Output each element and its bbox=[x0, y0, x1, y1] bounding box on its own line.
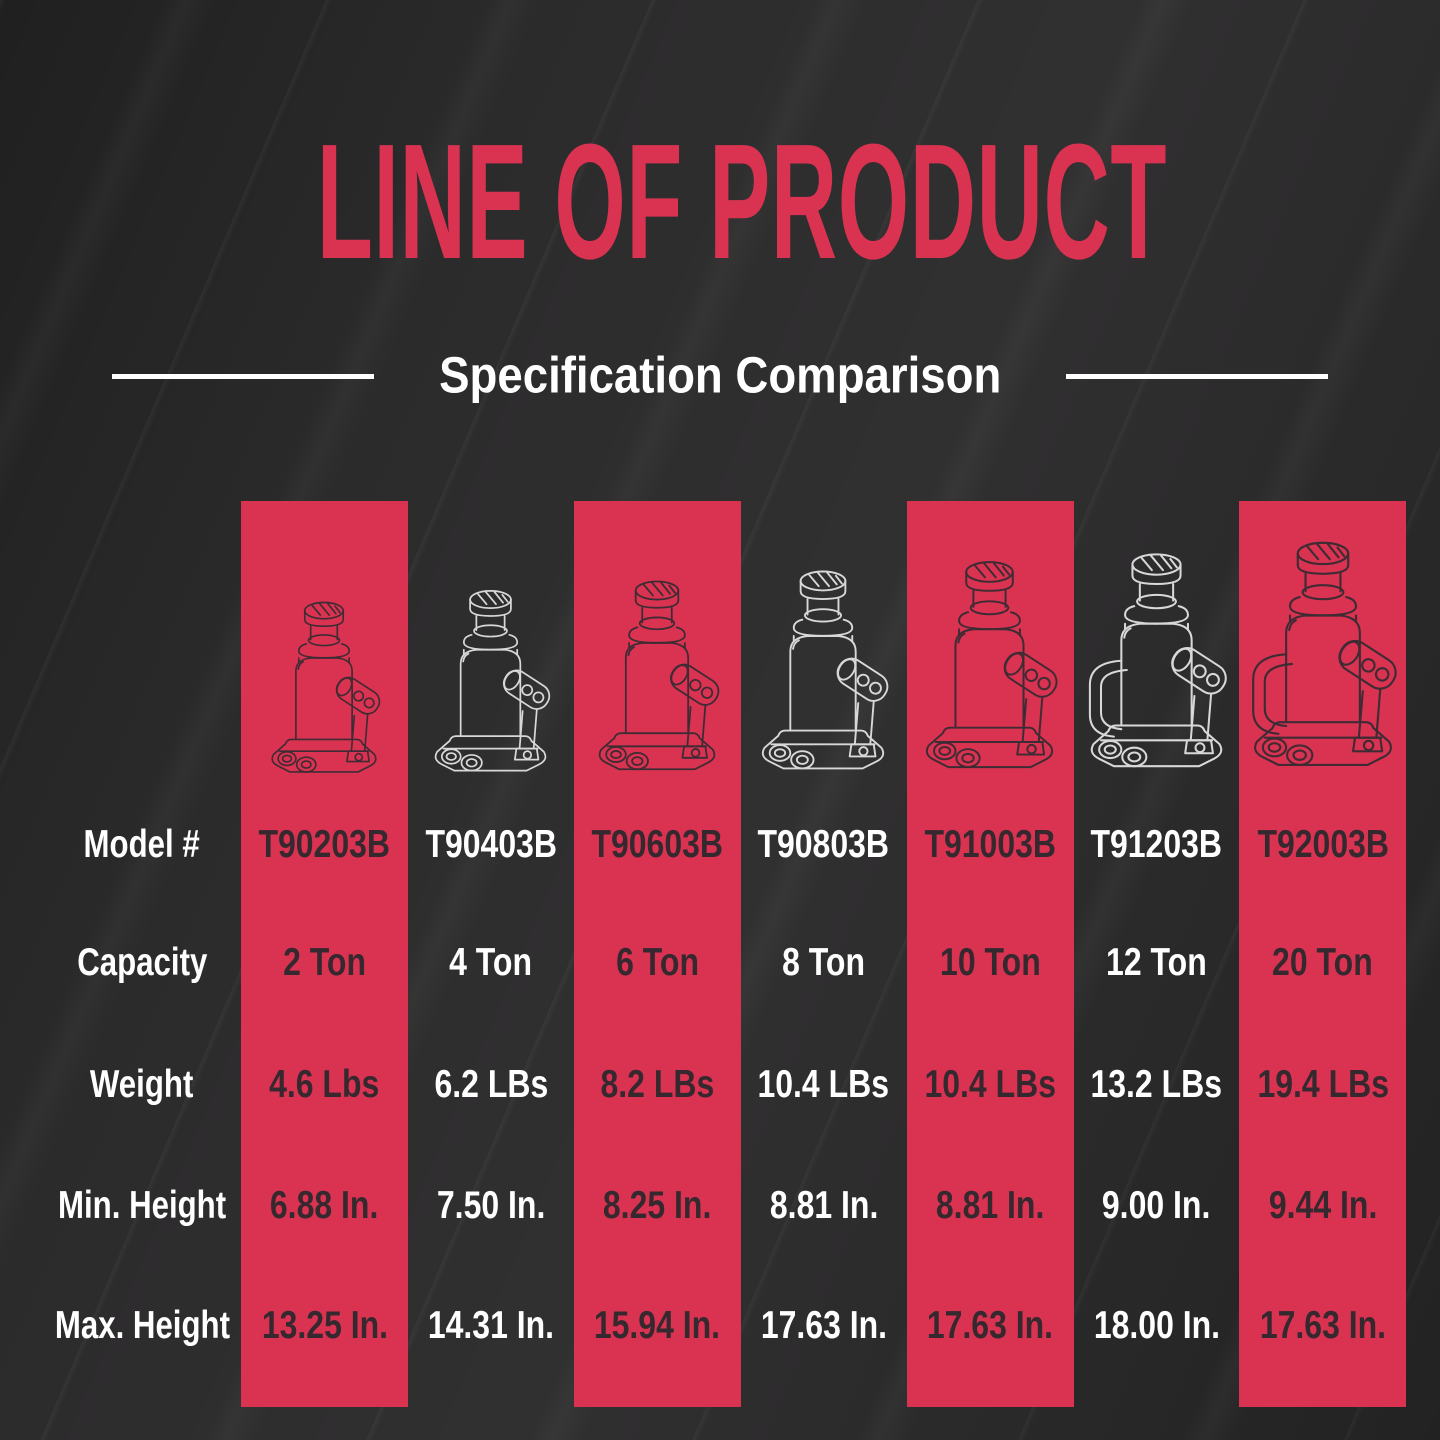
subtitle-divider-left bbox=[111, 373, 374, 379]
cell-value: 18.00 In. bbox=[1093, 1304, 1220, 1347]
bottle-jack-icon bbox=[737, 563, 909, 795]
cell-value: 4 Ton bbox=[449, 941, 533, 984]
subtitle-row: Specification Comparison bbox=[0, 344, 1440, 408]
row-label-text: Weight bbox=[90, 1063, 194, 1106]
cell-value: 7.50 In. bbox=[436, 1184, 546, 1227]
cell-min_height-col5: 8.81 In. bbox=[907, 1173, 1074, 1239]
row-label-weight: Weight bbox=[0, 1052, 284, 1118]
row-label-capacity: Capacity bbox=[0, 930, 284, 996]
cell-weight-col3: 8.2 LBs bbox=[574, 1052, 741, 1118]
cell-value: T92003B bbox=[1257, 823, 1389, 866]
cell-min_height-col4: 8.81 In. bbox=[740, 1173, 907, 1239]
cell-value: 17.63 In. bbox=[760, 1304, 887, 1347]
cell-value: T91003B bbox=[924, 823, 1056, 866]
cell-value: 12 Ton bbox=[1106, 941, 1207, 984]
cell-value: 13.2 LBs bbox=[1090, 1063, 1223, 1106]
cell-value: 6 Ton bbox=[615, 941, 699, 984]
cell-min_height-col7: 9.44 In. bbox=[1239, 1173, 1406, 1239]
cell-value: T90403B bbox=[425, 823, 557, 866]
cell-model-col3: T90603B bbox=[574, 812, 741, 878]
bottle-jack-icon bbox=[1064, 545, 1249, 795]
cell-capacity-col5: 10 Ton bbox=[907, 930, 1074, 996]
cell-max_height-col4: 17.63 In. bbox=[740, 1293, 907, 1359]
cell-min_height-col1: 6.88 In. bbox=[241, 1173, 408, 1239]
cell-weight-col6: 13.2 LBs bbox=[1073, 1052, 1240, 1118]
cell-weight-col2: 6.2 LBs bbox=[407, 1052, 574, 1118]
cell-capacity-col2: 4 Ton bbox=[407, 930, 574, 996]
cell-capacity-col7: 20 Ton bbox=[1239, 930, 1406, 996]
cell-weight-col4: 10.4 LBs bbox=[740, 1052, 907, 1118]
subtitle: Specification Comparison bbox=[438, 347, 1002, 405]
cell-model-col4: T90803B bbox=[740, 812, 907, 878]
cell-value: 19.4 LBs bbox=[1257, 1063, 1389, 1106]
cell-weight-col1: 4.6 Lbs bbox=[241, 1052, 408, 1118]
cell-weight-col5: 10.4 LBs bbox=[907, 1052, 1074, 1118]
bottle-jack-icon bbox=[412, 583, 569, 795]
cell-value: 10.4 LBs bbox=[924, 1063, 1056, 1106]
cell-value: 8.2 LBs bbox=[600, 1063, 715, 1106]
row-label-min_height: Min. Height bbox=[0, 1173, 284, 1239]
cell-value: 8.81 In. bbox=[769, 1184, 878, 1227]
cell-model-col7: T92003B bbox=[1239, 812, 1406, 878]
cell-max_height-col1: 13.25 In. bbox=[241, 1293, 408, 1359]
cell-max_height-col6: 18.00 In. bbox=[1073, 1293, 1240, 1359]
bottle-jack-icon bbox=[250, 595, 398, 795]
cell-value: 6.2 LBs bbox=[434, 1063, 548, 1106]
cell-value: 20 Ton bbox=[1272, 941, 1374, 984]
column-band bbox=[1239, 501, 1407, 1407]
cell-value: T90603B bbox=[591, 823, 724, 866]
cell-value: 17.63 In. bbox=[1259, 1304, 1387, 1347]
column-band bbox=[241, 501, 408, 1407]
column-band bbox=[906, 501, 1074, 1407]
bottle-jack-icon bbox=[900, 553, 1079, 795]
cell-value: 15.94 In. bbox=[594, 1304, 721, 1347]
cell-capacity-col6: 12 Ton bbox=[1073, 930, 1240, 996]
row-label-max_height: Max. Height bbox=[0, 1293, 284, 1359]
cell-value: 8.25 In. bbox=[603, 1184, 712, 1227]
cell-max_height-col2: 14.31 In. bbox=[407, 1293, 574, 1359]
cell-value: 14.31 In. bbox=[427, 1304, 555, 1347]
cell-value: T90803B bbox=[757, 823, 890, 866]
cell-value: T90203B bbox=[258, 823, 391, 866]
cell-capacity-col3: 6 Ton bbox=[574, 930, 741, 996]
row-label-text: Capacity bbox=[76, 941, 208, 984]
cell-value: 9.00 In. bbox=[1102, 1184, 1211, 1227]
row-label-text: Model # bbox=[83, 823, 201, 866]
cell-value: 13.25 In. bbox=[261, 1304, 388, 1347]
cell-value: 6.88 In. bbox=[270, 1184, 379, 1227]
cell-model-col5: T91003B bbox=[907, 812, 1074, 878]
cell-min_height-col3: 8.25 In. bbox=[574, 1173, 741, 1239]
cell-max_height-col3: 15.94 In. bbox=[574, 1293, 741, 1359]
cell-max_height-col7: 17.63 In. bbox=[1239, 1293, 1406, 1359]
cell-max_height-col5: 17.63 In. bbox=[907, 1293, 1074, 1359]
cell-model-col2: T90403B bbox=[407, 812, 574, 878]
cell-model-col1: T90203B bbox=[241, 812, 408, 878]
cell-value: T91203B bbox=[1090, 823, 1223, 866]
cell-value: 2 Ton bbox=[283, 941, 366, 984]
cell-value: 9.44 In. bbox=[1268, 1184, 1378, 1227]
cell-weight-col7: 19.4 LBs bbox=[1239, 1052, 1406, 1118]
row-label-text: Max. Height bbox=[54, 1304, 230, 1347]
page-title: LINE OF PRODUCT bbox=[316, 110, 1168, 293]
row-label-text: Min. Height bbox=[57, 1184, 227, 1227]
bottle-jack-icon bbox=[1226, 533, 1420, 795]
cell-value: 8.81 In. bbox=[935, 1184, 1045, 1227]
cell-capacity-col4: 8 Ton bbox=[740, 930, 907, 996]
cell-model-col6: T91203B bbox=[1073, 812, 1240, 878]
cell-value: 17.63 In. bbox=[926, 1304, 1054, 1347]
row-label-model: Model # bbox=[0, 812, 284, 878]
cell-min_height-col6: 9.00 In. bbox=[1073, 1173, 1240, 1239]
subtitle-divider-right bbox=[1066, 373, 1329, 379]
bottle-jack-icon bbox=[575, 573, 739, 795]
cell-value: 8 Ton bbox=[782, 941, 866, 984]
cell-min_height-col2: 7.50 In. bbox=[407, 1173, 574, 1239]
column-band bbox=[573, 501, 741, 1407]
cell-capacity-col1: 2 Ton bbox=[241, 930, 408, 996]
cell-value: 4.6 Lbs bbox=[269, 1063, 380, 1106]
cell-value: 10.4 LBs bbox=[757, 1063, 890, 1106]
cell-value: 10 Ton bbox=[939, 941, 1041, 984]
